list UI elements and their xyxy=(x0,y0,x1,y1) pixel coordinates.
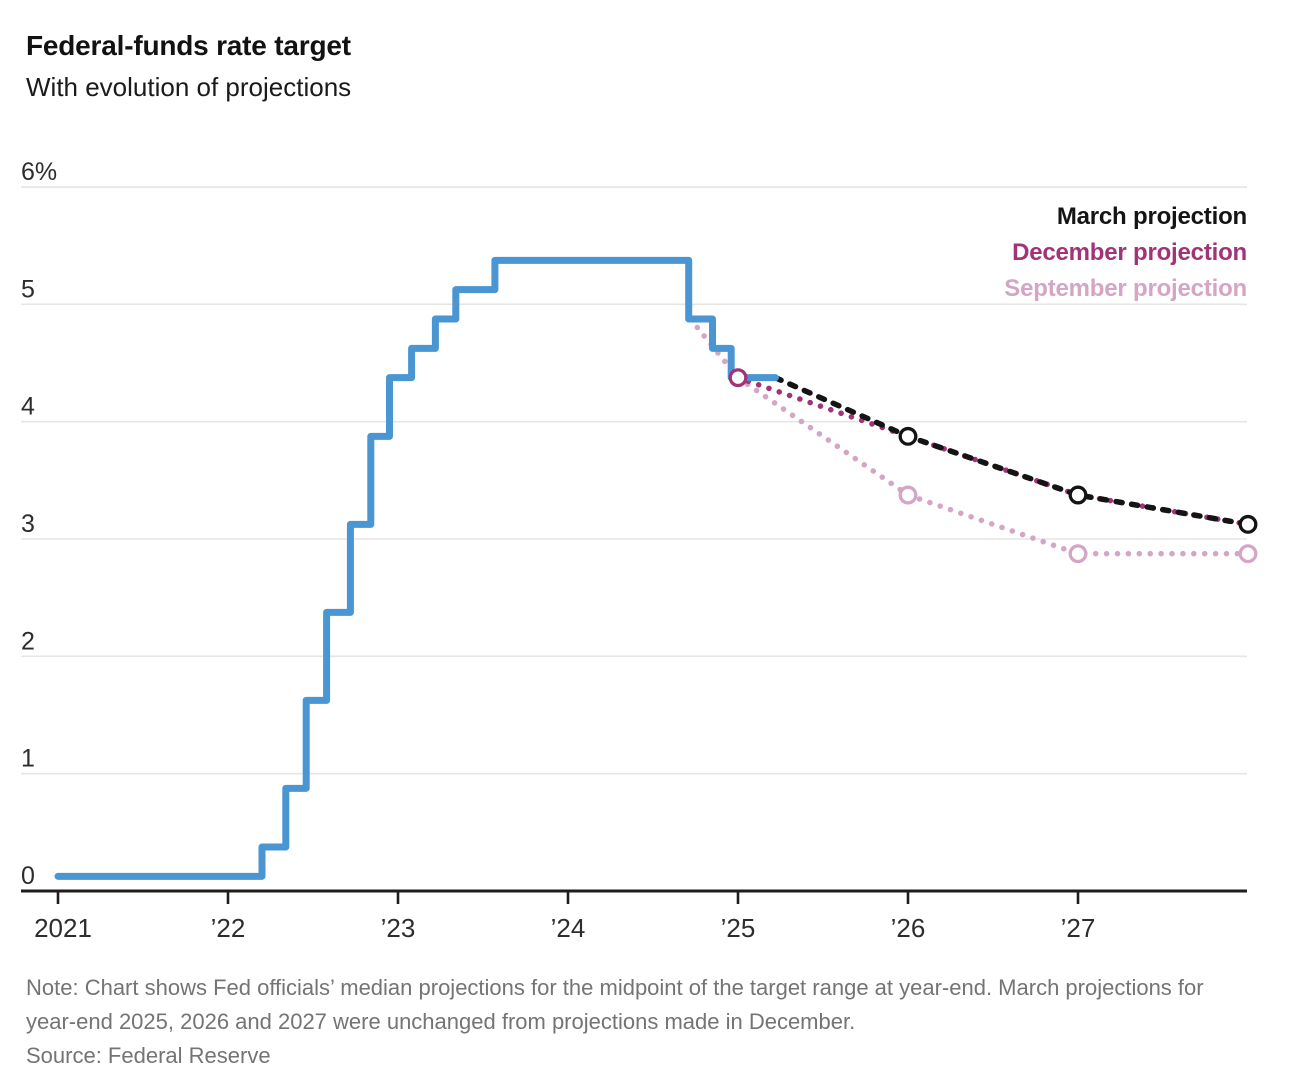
x-tick-label: 2021 xyxy=(34,913,92,943)
chart-note: Note: Chart shows Fed officials’ median … xyxy=(26,975,1204,1034)
y-tick-label: 4 xyxy=(21,393,35,421)
series-actual-line xyxy=(54,256,779,880)
marker-september-projection xyxy=(1068,544,1088,564)
x-tick-label: ’27 xyxy=(1061,913,1096,943)
y-tick-label: 5 xyxy=(21,275,35,303)
chart-title: Federal-funds rate target xyxy=(26,30,351,61)
marker-december-projection xyxy=(728,368,748,388)
y-tick-label: 0 xyxy=(21,862,35,890)
legend-item-march: March projection xyxy=(1056,203,1247,230)
legend-item-september: September projection xyxy=(1004,275,1247,302)
x-tick-label: ’25 xyxy=(721,913,756,943)
marker-september-projection xyxy=(898,485,918,505)
y-tick-label: 2 xyxy=(21,627,35,655)
marker-september-projection xyxy=(1238,544,1258,564)
marker-march-projection xyxy=(1068,485,1088,505)
series-march-line xyxy=(772,374,1251,528)
legend-item-december: December projection xyxy=(1012,239,1247,266)
marker-march-projection xyxy=(898,426,918,446)
chart-source: Source: Federal Reserve xyxy=(26,1043,271,1068)
x-tick-label: ’23 xyxy=(381,913,416,943)
marker-march-projection xyxy=(1238,514,1258,534)
y-tick-label: 6% xyxy=(21,158,57,186)
y-tick-label: 3 xyxy=(21,510,35,538)
chart-legend: March projection December projection Sep… xyxy=(1004,199,1247,307)
x-tick-label: ’26 xyxy=(891,913,926,943)
x-tick-label: ’24 xyxy=(551,913,586,943)
series-december-line xyxy=(735,374,1251,528)
chart-subtitle: With evolution of projections xyxy=(26,72,352,102)
series-september-line xyxy=(687,316,1251,557)
y-tick-label: 1 xyxy=(21,745,35,773)
x-tick-label: ’22 xyxy=(211,913,246,943)
